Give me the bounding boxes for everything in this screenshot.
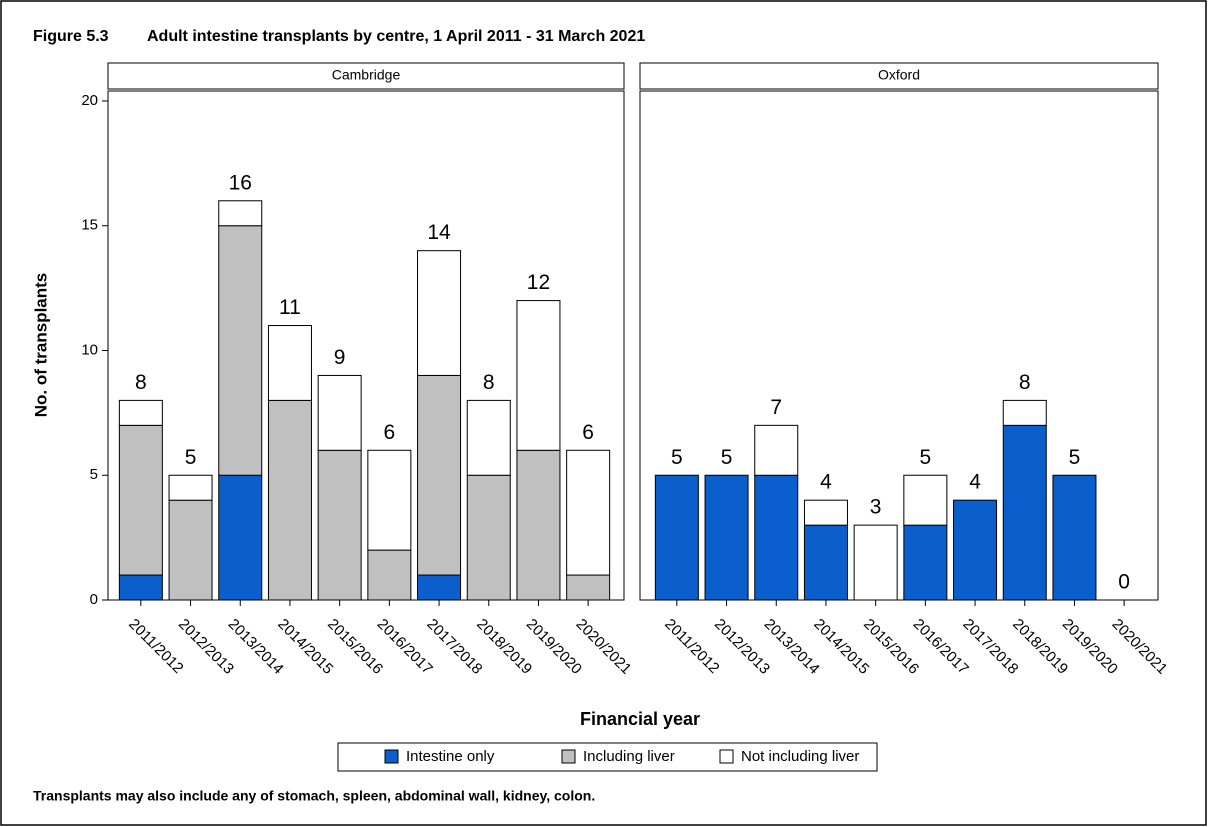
legend-swatch bbox=[561, 749, 576, 764]
y-tick-label: 20 bbox=[81, 92, 98, 109]
bar-segment: Intestine only bbox=[903, 524, 948, 601]
panel-header bbox=[107, 62, 625, 90]
bar-segment: Not including liver bbox=[516, 300, 561, 451]
total-label: 14 bbox=[427, 221, 451, 244]
bar-segment: Intestine only bbox=[654, 474, 699, 601]
bar-segment: Including liver bbox=[218, 225, 263, 476]
bar-segment: Including liver bbox=[118, 424, 163, 576]
bar-segment: Not including liver bbox=[267, 325, 312, 401]
bar-segment: Not including liver bbox=[853, 524, 898, 601]
bar-segment: Not including liver bbox=[168, 474, 213, 501]
y-tick-label: 0 bbox=[90, 591, 98, 608]
bar-segment: Including liver bbox=[267, 399, 312, 601]
bar-segment: Not including liver bbox=[803, 499, 848, 526]
legend-label: Not including liver bbox=[741, 748, 859, 765]
bar-segment: Intestine only bbox=[953, 499, 998, 601]
bar-segment: Intestine only bbox=[218, 474, 263, 601]
bar-segment: Not including liver bbox=[118, 399, 163, 426]
bar-segment: Including liver bbox=[566, 574, 611, 601]
total-label: 4 bbox=[820, 471, 832, 494]
y-axis-label: No. of transplants bbox=[31, 273, 50, 418]
bar-segment: Intestine only bbox=[803, 524, 848, 601]
panel-header bbox=[639, 62, 1159, 90]
bar-segment: Intestine only bbox=[754, 474, 799, 601]
bar-segment: Not including liver bbox=[367, 449, 412, 551]
total-label: 3 bbox=[870, 496, 882, 519]
bar-segment: Not including liver bbox=[566, 449, 611, 576]
panel-title: Oxford bbox=[878, 67, 920, 83]
bar-segment: Including liver bbox=[417, 374, 462, 576]
bar-segment: Not including liver bbox=[466, 399, 511, 476]
total-label: 5 bbox=[1069, 446, 1081, 469]
total-label: 16 bbox=[229, 171, 252, 194]
y-tick-label: 10 bbox=[81, 341, 98, 358]
x-axis-label: Financial year bbox=[580, 709, 700, 729]
total-label: 12 bbox=[527, 271, 550, 294]
bar-segment: Intestine only bbox=[704, 474, 749, 601]
chart-title: Adult intestine transplants by centre, 1… bbox=[147, 28, 645, 45]
panel-title: Cambridge bbox=[332, 67, 401, 83]
bar-segment: Including liver bbox=[367, 549, 412, 601]
total-label: 11 bbox=[279, 296, 301, 319]
total-label: 5 bbox=[185, 446, 197, 469]
legend-label: Intestine only bbox=[406, 748, 495, 765]
bar-segment: Including liver bbox=[317, 449, 362, 601]
total-label: 0 bbox=[1118, 571, 1130, 594]
total-label: 8 bbox=[1019, 371, 1031, 394]
bar-segment: Not including liver bbox=[1002, 399, 1047, 426]
legend-box bbox=[337, 742, 878, 772]
bar-segment: Including liver bbox=[466, 474, 511, 601]
bar-segment: Intestine only bbox=[417, 574, 462, 601]
bar-segment: Intestine only bbox=[118, 574, 163, 601]
bar-segment: Intestine only bbox=[1002, 424, 1047, 601]
bar-segment: Not including liver bbox=[218, 200, 263, 227]
total-label: 5 bbox=[920, 446, 932, 469]
total-label: 8 bbox=[483, 371, 495, 394]
total-label: 7 bbox=[770, 396, 782, 419]
total-label: 5 bbox=[671, 446, 683, 469]
bar-segment: Not including liver bbox=[754, 424, 799, 476]
legend-swatch bbox=[384, 749, 399, 764]
footnote: Transplants may also include any of stom… bbox=[33, 788, 595, 804]
bar-segment: Not including liver bbox=[903, 474, 948, 526]
total-label: 5 bbox=[721, 446, 733, 469]
legend-swatch bbox=[719, 749, 734, 764]
total-label: 9 bbox=[334, 346, 346, 369]
bar-segment: Including liver bbox=[516, 449, 561, 601]
total-label: 4 bbox=[969, 471, 981, 494]
total-label: 8 bbox=[135, 371, 147, 394]
figure-label: Figure 5.3 bbox=[33, 28, 109, 45]
y-tick-label: 5 bbox=[90, 466, 98, 483]
total-label: 6 bbox=[384, 421, 396, 444]
bar-segment: Not including liver bbox=[317, 374, 362, 451]
legend-label: Including liver bbox=[583, 748, 675, 765]
y-tick-label: 15 bbox=[81, 217, 98, 234]
bar-segment: Including liver bbox=[168, 499, 213, 601]
bar-segment: Not including liver bbox=[417, 250, 462, 376]
total-label: 6 bbox=[582, 421, 594, 444]
bar-segment: Intestine only bbox=[1052, 474, 1097, 601]
